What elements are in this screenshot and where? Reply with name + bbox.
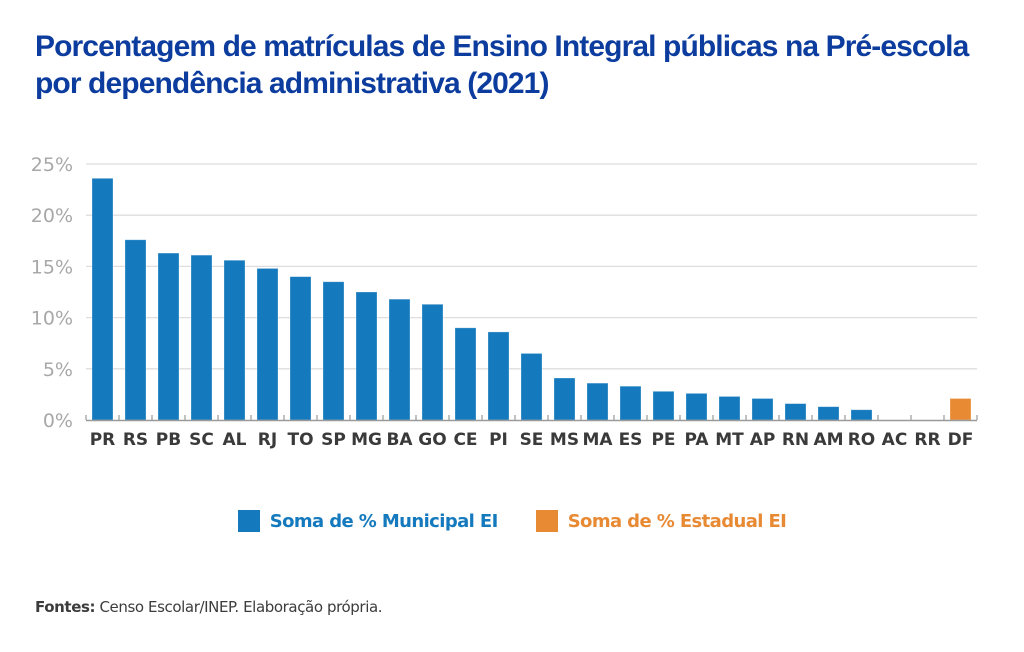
x-tick-label: MG [351,430,382,450]
legend-swatch-municipal [237,510,260,532]
bar-municipal-ap [751,398,774,421]
x-tick-label: PA [684,430,709,450]
bar-municipal-ce [454,327,477,421]
bar-municipal-mt [718,396,741,421]
x-tick-label: RN [782,430,809,450]
bar-estadual-df [949,398,972,421]
source-label: Fontes: [35,598,96,616]
x-tick-label: PR [90,430,116,450]
x-tick-label: MT [715,430,744,450]
x-tick-label: MS [550,430,579,450]
legend-label-municipal: Soma de % Municipal EI [269,510,499,532]
x-tick-label: SP [321,430,346,450]
x-tick-label: BA [386,430,413,450]
bar-municipal-ba [388,298,411,421]
legend: Soma de % Municipal EI Soma de % Estadua… [0,510,1024,532]
x-tick-label: RR [914,430,940,450]
bar-municipal-rs [124,239,147,421]
legend-swatch-estadual [535,510,558,532]
x-tick-label: TO [287,430,313,450]
y-tick-label: 25% [31,154,73,176]
x-tick-label: CE [453,430,477,450]
x-tick-label: PE [651,430,675,450]
bar-municipal-ro [850,409,873,421]
legend-item-municipal: Soma de % Municipal EI [237,510,499,532]
x-tick-label: RO [848,430,876,450]
x-tick-label: AC [882,430,908,450]
bar-municipal-se [520,353,543,421]
bar-municipal-to [289,276,312,421]
x-tick-label: DF [948,430,974,450]
bar-municipal-ms [553,377,576,421]
bar-municipal-ma [586,382,609,421]
y-tick-label: 0% [43,410,73,432]
bar-municipal-rn [784,403,807,421]
bar-municipal-go [421,303,444,421]
bar-municipal-sp [322,281,345,421]
bar-municipal-pr [91,177,114,421]
x-tick-label: AM [813,430,843,450]
legend-item-estadual: Soma de % Estadual EI [535,510,787,532]
bar-municipal-pb [157,252,180,421]
bar-municipal-pe [652,390,675,421]
bar-municipal-es [619,385,642,421]
x-tick-label: AL [223,430,247,450]
x-tick-label: MA [582,430,613,450]
bar-municipal-am [817,406,840,421]
x-tick-label: GO [418,430,446,450]
x-tick-label: RJ [258,430,277,450]
y-tick-label: 5% [43,359,73,381]
y-tick-label: 15% [31,256,73,278]
bar-municipal-pa [685,392,708,421]
x-tick-label: SC [189,430,214,450]
bar-chart: 0% 5% 10% 15% 20% 25% PR RS PB SC AL RJ TO SP MG BA GO C… [31,154,978,450]
gridlines [86,163,977,370]
x-axis-labels: PR RS PB SC AL RJ TO SP MG BA GO CE PI SE MS MA ES PE PA MT… [90,430,974,450]
y-tick-label: 10% [31,308,73,330]
x-tick-label: AP [750,430,776,450]
bar-municipal-rj [256,268,279,421]
x-tick-label: PI [489,430,508,450]
x-tick-label: RS [123,430,148,450]
y-tick-label: 20% [31,205,73,227]
bar-municipal-sc [190,254,213,421]
x-tick-label: SE [520,430,544,450]
legend-label-estadual: Soma de % Estadual EI [567,510,787,532]
x-tick-label: PB [156,430,181,450]
source-text: Censo Escolar/INEP. Elaboração própria. [95,598,383,616]
x-tick-label: ES [619,430,643,450]
chart-title: Porcentagem de matrículas de Ensino Inte… [35,30,969,100]
bar-municipal-al [223,259,246,421]
bar-municipal-pi [487,331,510,421]
source-note: Fontes: Censo Escolar/INEP. Elaboração p… [35,598,383,616]
x-axis [85,415,978,422]
bar-municipal-mg [355,291,378,421]
y-axis-ticks: 0% 5% 10% 15% 20% 25% [31,154,73,432]
